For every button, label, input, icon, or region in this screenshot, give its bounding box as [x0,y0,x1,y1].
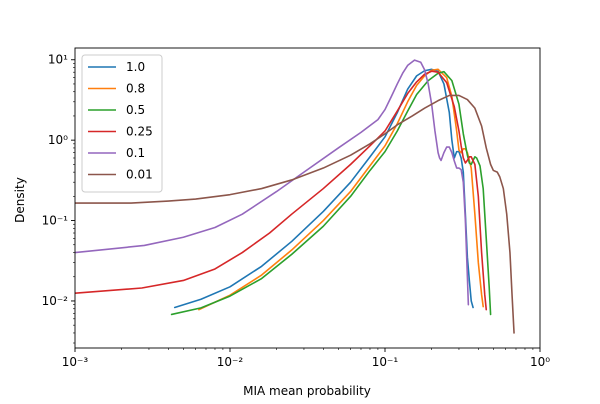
series-line-2 [170,70,492,316]
y-axis-label: Density [13,177,27,223]
legend-label: 0.8 [126,82,145,96]
x-tick-label: 10⁻² [217,355,244,369]
series-line-3 [75,70,488,311]
series-line-4 [75,59,470,306]
x-tick-label: 10⁰ [530,355,550,369]
x-axis-label: MIA mean probability [243,384,371,398]
axes: 10⁻³ 10⁻² 10⁻¹ 10⁰ 10⁻² 10⁻¹ 10⁰ 10¹ [42,47,550,369]
plot-frame [74,47,541,349]
legend-label: 0.1 [126,146,145,160]
legend-label: 0.25 [126,125,153,139]
y-tick-label: 10¹ [48,53,68,67]
legend: 1.0 0.8 0.5 0.25 0.1 0.01 [81,54,163,193]
legend-label: 0.01 [126,168,153,182]
y-tick-label: 10⁰ [48,133,68,147]
plot-area [75,59,515,334]
x-tick-label: 10⁻³ [62,355,89,369]
y-tick-label: 10⁻¹ [42,214,69,228]
x-tick-label: 10⁻¹ [372,355,399,369]
y-tick-label: 10⁻² [42,294,69,308]
series-line-1 [198,68,484,311]
series-line-5 [75,94,515,334]
legend-label: 1.0 [126,60,145,74]
legend-label: 0.5 [126,103,145,117]
